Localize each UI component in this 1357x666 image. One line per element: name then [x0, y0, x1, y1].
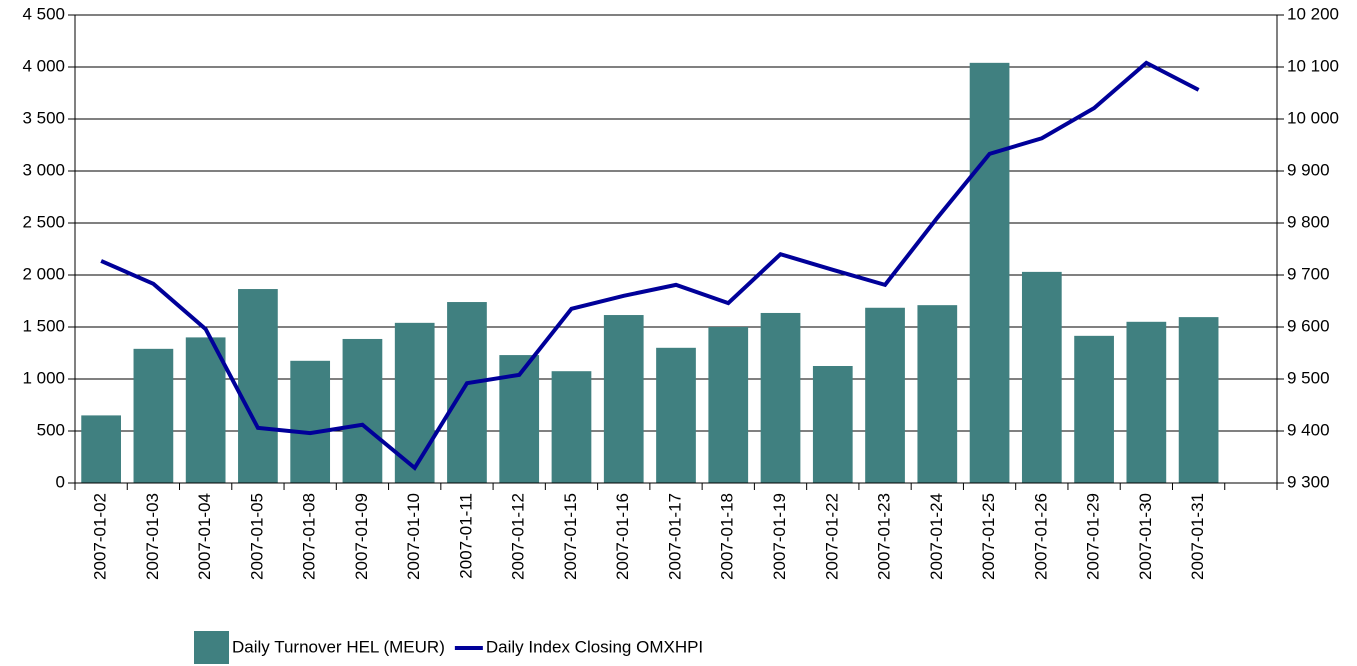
- y-tick-label: 4 500: [22, 4, 65, 23]
- y-tick-label: 2 500: [22, 212, 65, 231]
- y-tick-label: 1 000: [22, 368, 65, 387]
- y-tick-label: 1 500: [22, 316, 65, 335]
- x-tick-label: 2007-01-03: [143, 493, 162, 580]
- x-tick-label: 2007-01-26: [1031, 493, 1050, 580]
- y-tick-label: 0: [56, 472, 65, 491]
- bar: [1126, 321, 1167, 483]
- x-tick-label: 2007-01-09: [352, 493, 371, 580]
- x-tick-label: 2007-01-17: [665, 493, 684, 580]
- bar: [603, 315, 644, 483]
- y2-tick-label: 9 700: [1287, 264, 1330, 283]
- bar: [1021, 271, 1062, 483]
- y-tick-label: 2 000: [22, 264, 65, 283]
- bar: [342, 338, 383, 483]
- y2-tick-label: 10 200: [1287, 4, 1339, 23]
- legend-swatch: [194, 631, 229, 664]
- bar: [812, 366, 853, 483]
- x-tick-label: 2007-01-31: [1188, 493, 1207, 580]
- x-tick-label: 2007-01-18: [718, 493, 737, 580]
- y2-tick-label: 10 100: [1287, 56, 1339, 75]
- x-tick-label: 2007-01-04: [195, 493, 214, 580]
- y2-tick-label: 9 500: [1287, 368, 1330, 387]
- x-tick-label: 2007-01-11: [456, 493, 475, 579]
- bar: [1178, 317, 1219, 483]
- x-tick-label: 2007-01-05: [247, 493, 266, 580]
- x-tick-label: 2007-01-15: [561, 493, 580, 580]
- x-tick-label: 2007-01-29: [1084, 493, 1103, 580]
- bar: [656, 347, 696, 483]
- y2-tick-label: 9 300: [1287, 472, 1330, 491]
- bar: [917, 305, 958, 483]
- y2-tick-label: 9 400: [1287, 420, 1330, 439]
- legend-label: Daily Index Closing OMXHPI: [486, 637, 703, 656]
- bar: [290, 360, 331, 483]
- x-tick-label: 2007-01-30: [1136, 493, 1155, 580]
- bar: [1074, 335, 1114, 483]
- y2-tick-label: 10 000: [1287, 108, 1339, 127]
- y-tick-label: 4 000: [22, 56, 65, 75]
- bar: [551, 371, 592, 483]
- x-tick-label: 2007-01-08: [300, 493, 319, 580]
- line: [100, 60, 1200, 471]
- bar: [238, 289, 278, 483]
- bar: [969, 62, 1010, 484]
- x-tick-label: 2007-01-23: [875, 493, 894, 580]
- x-tick-label: 2007-01-22: [822, 493, 841, 580]
- bar: [760, 312, 801, 483]
- x-tick-label: 2007-01-25: [979, 493, 998, 580]
- y2-tick-label: 9 800: [1287, 212, 1330, 231]
- legend-label: Daily Turnover HEL (MEUR): [232, 637, 445, 656]
- x-tick-label: 2007-01-19: [770, 493, 789, 580]
- y2-tick-label: 9 900: [1287, 160, 1330, 179]
- bar: [708, 327, 749, 483]
- y2-tick-label: 9 600: [1287, 316, 1330, 335]
- x-tick-label: 2007-01-10: [404, 493, 423, 580]
- bar: [133, 348, 174, 483]
- y-tick-label: 500: [37, 420, 65, 439]
- x-tick-label: 2007-01-24: [927, 493, 946, 580]
- bar: [185, 337, 226, 483]
- x-tick-label: 2007-01-16: [613, 493, 632, 580]
- x-tick-label: 2007-01-02: [91, 493, 110, 580]
- y-tick-label: 3 000: [22, 160, 65, 179]
- bar: [81, 415, 121, 483]
- y-tick-label: 3 500: [22, 108, 65, 127]
- bar: [865, 307, 905, 483]
- x-tick-label: 2007-01-12: [509, 493, 528, 580]
- bar: [447, 302, 487, 483]
